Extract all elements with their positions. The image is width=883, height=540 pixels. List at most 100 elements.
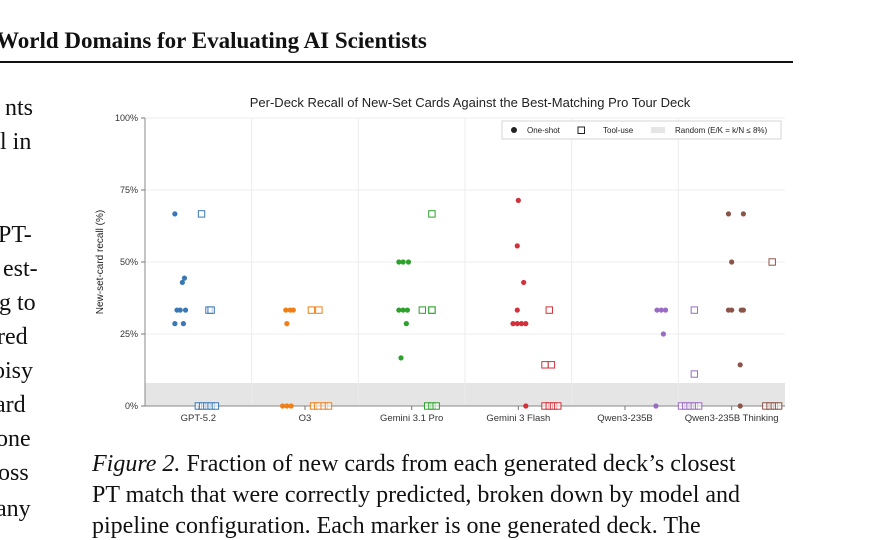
legend-tool-use-label: Tool-use [603, 126, 634, 135]
tool-use-point [207, 306, 215, 314]
figure-caption-line-2: PT match that were correctly predicted, … [92, 482, 741, 508]
tool-use-point [432, 402, 440, 410]
tool-use-point [211, 402, 220, 410]
one-shot-point [288, 403, 294, 409]
figure-label: Figure 2. [92, 451, 181, 477]
figure-caption-line-1: Figure 2. Fraction of new cards from eac… [92, 451, 736, 478]
one-shot-point [182, 307, 189, 313]
one-shot-point [405, 259, 412, 265]
one-shot-point [398, 355, 404, 361]
legend-one-shot-marker [511, 127, 517, 133]
legend-tool-use-marker [577, 126, 585, 134]
body-text-fragment: nts [5, 95, 34, 121]
one-shot-point [280, 403, 286, 409]
one-shot-point [284, 321, 290, 327]
one-shot-point [400, 307, 406, 313]
one-shot-point [283, 307, 289, 313]
one-shot-point [172, 321, 178, 327]
one-shot-point [179, 279, 185, 286]
chart-title: Per-Deck Recall of New-Set Cards Against… [250, 95, 691, 110]
figure-caption-line-3: pipeline configuration. Each marker is o… [92, 513, 701, 539]
one-shot-point [284, 403, 290, 409]
tool-use-point [541, 361, 549, 369]
one-shot-point [740, 307, 747, 313]
one-shot-point [180, 321, 186, 327]
one-shot-point [521, 279, 527, 286]
one-shot-point [290, 307, 296, 313]
one-shot-point [514, 307, 520, 313]
x-tick-label: Qwen3-235B Thinking [685, 413, 779, 424]
recall-scatter-chart: 0% 25% 50% 75% 100% GPT-5.2 O3 Gemini 3.1 Pro Ge… [95, 95, 785, 424]
legend-random-swatch [651, 127, 665, 133]
tool-use-point [314, 402, 322, 410]
one-shot-point [518, 321, 525, 327]
x-tick-label: GPT-5.2 [181, 413, 216, 424]
one-shot-point [662, 307, 669, 313]
body-text-fragment: oss [0, 460, 29, 486]
legend: One-shot Tool-use Random (E/K = k/N ≤ 8%… [501, 120, 782, 140]
tool-use-point [554, 402, 562, 410]
x-tick-label: O3 [299, 413, 312, 424]
y-tick-label: 100% [115, 113, 138, 123]
one-shot-point [181, 275, 188, 281]
one-shot-point [654, 307, 660, 313]
tool-use-point [307, 306, 316, 314]
one-shot-point [177, 307, 183, 313]
body-text-fragment: ard [0, 392, 26, 418]
body-text-fragment: any [0, 496, 31, 522]
one-shot-point [729, 307, 735, 313]
one-shot-point [515, 197, 521, 203]
one-shot-point [653, 403, 659, 409]
one-shot-point [660, 331, 667, 337]
header-rule [0, 61, 793, 63]
one-shot-point [514, 321, 520, 327]
body-text-fragment: l in [0, 129, 32, 155]
one-shot-point [172, 211, 178, 217]
body-text-fragment: one [0, 426, 31, 452]
one-shot-point [725, 211, 732, 217]
tool-use-point [768, 258, 776, 266]
running-header: World Domains for Evaluating AI Scientis… [0, 28, 427, 53]
one-shot-point [737, 403, 743, 409]
tool-use-point [197, 210, 206, 218]
one-shot-point [400, 259, 406, 265]
legend-box [501, 120, 782, 140]
one-shot-point [523, 403, 529, 409]
y-tick-label: 50% [120, 257, 138, 267]
tool-use-point [428, 210, 436, 218]
body-text-fragment: est- [3, 256, 38, 282]
tool-use-point [690, 306, 699, 314]
legend-random-label: Random (E/K = k/N ≤ 8%) [675, 126, 768, 135]
one-shot-point [523, 321, 529, 327]
y-tick-label: 75% [120, 185, 138, 195]
body-text-fragment: g to [0, 290, 36, 316]
x-tick-label: Gemini 3 Flash [486, 413, 550, 424]
tool-use-point [324, 402, 333, 410]
one-shot-point [396, 259, 402, 265]
tool-use-point [315, 306, 323, 314]
y-tick-label: 0% [125, 401, 138, 411]
one-shot-point [403, 321, 409, 327]
x-tick-label: Gemini 3.1 Pro [380, 413, 443, 424]
one-shot-point [737, 362, 743, 368]
y-tick-label: 25% [120, 329, 138, 339]
legend-one-shot-label: One-shot [527, 126, 561, 135]
one-shot-point [658, 307, 664, 313]
one-shot-point [510, 321, 516, 327]
tool-use-point [694, 402, 703, 410]
tool-use-point [774, 402, 783, 410]
body-text-fragment: oisy [0, 358, 34, 384]
x-tick-label: Qwen3-235B [597, 413, 652, 424]
caption-text: Fraction of new cards from each generate… [186, 451, 736, 477]
y-axis-label: New-set-card recall (%) [95, 210, 106, 314]
one-shot-point [404, 307, 410, 313]
points-layer [172, 197, 783, 410]
one-shot-point [396, 307, 402, 313]
one-shot-point [740, 211, 747, 217]
one-shot-point [514, 243, 520, 249]
body-text-fragment: PT- [0, 222, 32, 248]
tool-use-point [547, 361, 556, 369]
tool-use-point [418, 306, 427, 314]
one-shot-point [729, 259, 735, 265]
tool-use-point [545, 306, 553, 314]
